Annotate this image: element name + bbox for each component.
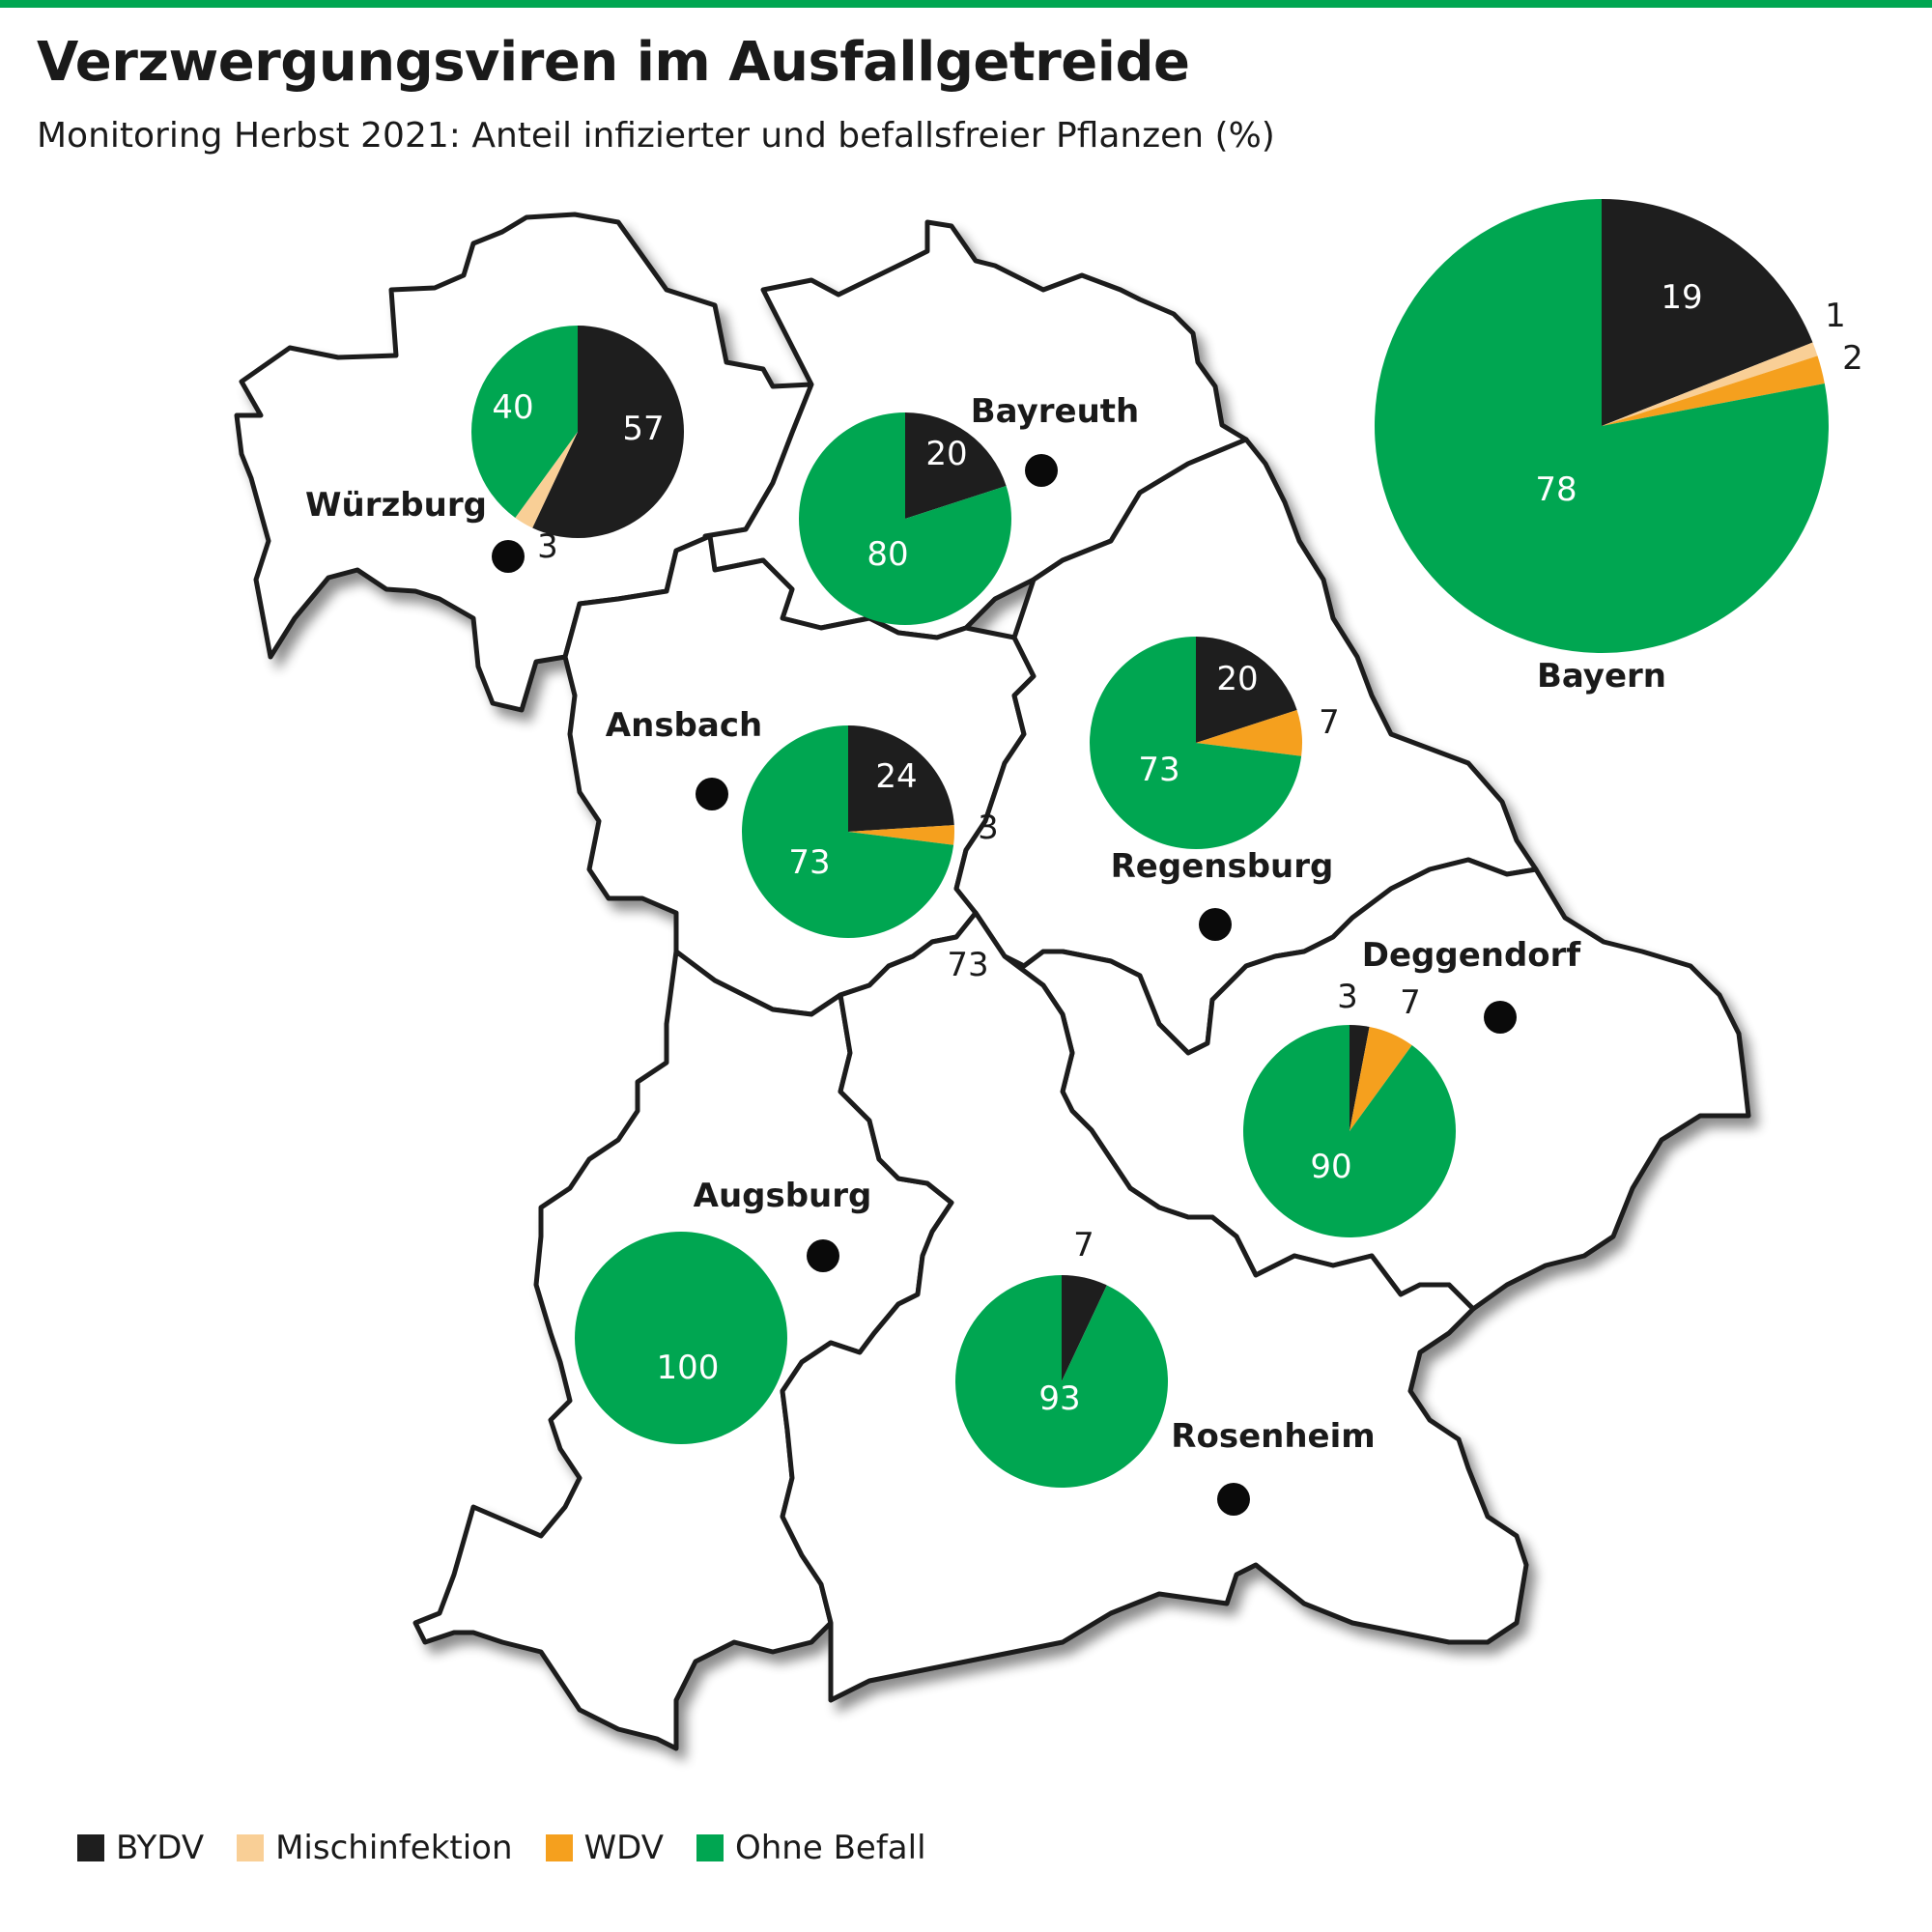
region-oberbayern — [780, 910, 1529, 1703]
page-title: Verzwergungsviren im Ausfallgetreide — [37, 31, 1190, 94]
pie-slice-bayern-mischinfektion — [1602, 342, 1818, 426]
legend-label-bydv: BYDV — [116, 1829, 205, 1867]
pie-slice-bayern-ohne-befall — [1374, 199, 1829, 653]
legend-swatch-mischinfektion — [237, 1834, 265, 1861]
legend-item-bydv: BYDV — [77, 1829, 204, 1867]
pie-value-label-wuerzburg-bydv: 57 — [622, 410, 664, 448]
map-labels: 57 40 3 20 80 24 73 3 20 73 7 90 3 7 100 93 7 19 78 1 2 Würzb… — [305, 278, 1863, 1456]
pie-slice-bayreuth-ohne-befall — [798, 412, 1011, 625]
pie-slice-deggendorf-wdv — [1350, 1026, 1412, 1131]
pie-slice-ansbach-ohne-befall — [741, 725, 954, 938]
legend-swatch-wdv — [545, 1834, 573, 1861]
city-label-regensburg: Regensburg — [1111, 847, 1334, 886]
pie-value-label-regensburg-ohne-befall: 73 — [1138, 751, 1179, 789]
city-label-rosenheim: Rosenheim — [1171, 1417, 1375, 1456]
bayern-label: Bayern — [1537, 657, 1666, 696]
pie-slice-rosenheim-bydv — [1062, 1275, 1107, 1381]
pie-slice-ansbach-wdv — [848, 825, 954, 845]
top-accent-bar — [0, 0, 1932, 8]
pie-value-label-bayern-wdv: 2 — [1842, 339, 1863, 378]
pie-slice-wuerzburg-bydv — [532, 326, 685, 539]
legend-label-ohne-befall: Ohne Befall — [734, 1829, 926, 1867]
pie-slice-bayern-bydv — [1602, 199, 1813, 426]
pie-value-label-bayern-bydv: 19 — [1661, 278, 1702, 317]
pie-value-label-regensburg-wdv: 7 — [1319, 703, 1340, 742]
legend-swatch-ohne-befall — [696, 1834, 724, 1861]
pie-slice-regensburg-bydv — [1196, 637, 1297, 743]
legend-item-ohne-befall: Ohne Befall — [696, 1829, 926, 1867]
pie-value-label-wuerzburg-ohne-befall: 40 — [492, 388, 533, 427]
pie-value-label-ansbach-wdv: 3 — [978, 809, 999, 847]
pie-value-label-deggendorf-wdv: 7 — [1400, 983, 1421, 1022]
pie-value-label-rosenheim-bydv: 7 — [1073, 1226, 1094, 1264]
city-label-wuerzburg: Würzburg — [305, 486, 487, 525]
pie-value-label-bayern-mischinfektion: 1 — [1825, 297, 1846, 335]
city-label-deggendorf: Deggendorf — [1362, 936, 1582, 975]
pie-slice-augsburg-ohne-befall — [575, 1232, 787, 1444]
city-label-ansbach: Ansbach — [606, 706, 762, 745]
pie-charts — [471, 199, 1829, 1488]
pie-value-label-rosenheim-ohne-befall: 93 — [1038, 1379, 1080, 1418]
city-dot-augsburg — [807, 1239, 839, 1272]
city-label-augsburg: Augsburg — [694, 1177, 872, 1215]
city-dot-ansbach — [696, 778, 728, 810]
legend-item-mischinfektion: Mischinfektion — [237, 1829, 513, 1867]
pie-slice-wuerzburg-mischinfektion — [515, 432, 578, 528]
pie-value-label-ansbach-bydv: 24 — [875, 757, 917, 796]
page-subtitle: Monitoring Herbst 2021: Anteil infiziert… — [37, 116, 1275, 156]
pie-slice-regensburg-wdv — [1196, 710, 1302, 756]
city-dot-bayreuth — [1025, 454, 1058, 487]
city-dot-deggendorf — [1484, 1001, 1517, 1034]
city-dot-wuerzburg — [492, 540, 525, 573]
pie-value-label-wuerzburg-mischinfektion: 3 — [537, 527, 558, 566]
pie-value-label-bayreuth-ohne-befall: 80 — [867, 535, 908, 574]
city-dot-regensburg — [1199, 908, 1232, 941]
pie-slice-ansbach-bydv — [848, 725, 954, 832]
pie-slice-deggendorf-ohne-befall — [1243, 1025, 1457, 1237]
pie-value-label-deggendorf-bydv: 3 — [1337, 978, 1358, 1016]
pie-slice-regensburg-ohne-befall — [1089, 637, 1302, 849]
pie-value-label-deggendorf-ohne-befall: 90 — [1310, 1148, 1351, 1186]
pie-slice-bayreuth-bydv — [905, 412, 1007, 519]
pie-slice-wuerzburg-ohne-befall — [471, 326, 578, 518]
legend-label-mischinfektion: Mischinfektion — [275, 1829, 513, 1867]
stray-value-label: 73 — [947, 946, 988, 984]
legend-item-wdv: WDV — [545, 1829, 664, 1867]
pie-slice-deggendorf-bydv — [1350, 1025, 1370, 1131]
legend-swatch-bydv — [77, 1834, 104, 1861]
pie-slice-bayern-wdv — [1602, 355, 1825, 426]
pie-value-label-bayern-ohne-befall: 78 — [1535, 470, 1577, 509]
city-dot-rosenheim — [1217, 1483, 1250, 1516]
city-dots — [492, 454, 1517, 1516]
pie-value-label-ansbach-ohne-befall: 73 — [788, 843, 830, 882]
pie-value-label-augsburg-ohne-befall: 100 — [657, 1349, 720, 1387]
pie-value-label-bayreuth-bydv: 20 — [925, 435, 967, 473]
legend-label-wdv: WDV — [583, 1829, 664, 1867]
legend: BYDV Mischinfektion WDV Ohne Befall — [77, 1829, 959, 1867]
pie-value-label-regensburg-bydv: 20 — [1216, 660, 1258, 698]
city-label-bayreuth: Bayreuth — [971, 392, 1139, 431]
pie-slice-rosenheim-ohne-befall — [955, 1275, 1169, 1488]
